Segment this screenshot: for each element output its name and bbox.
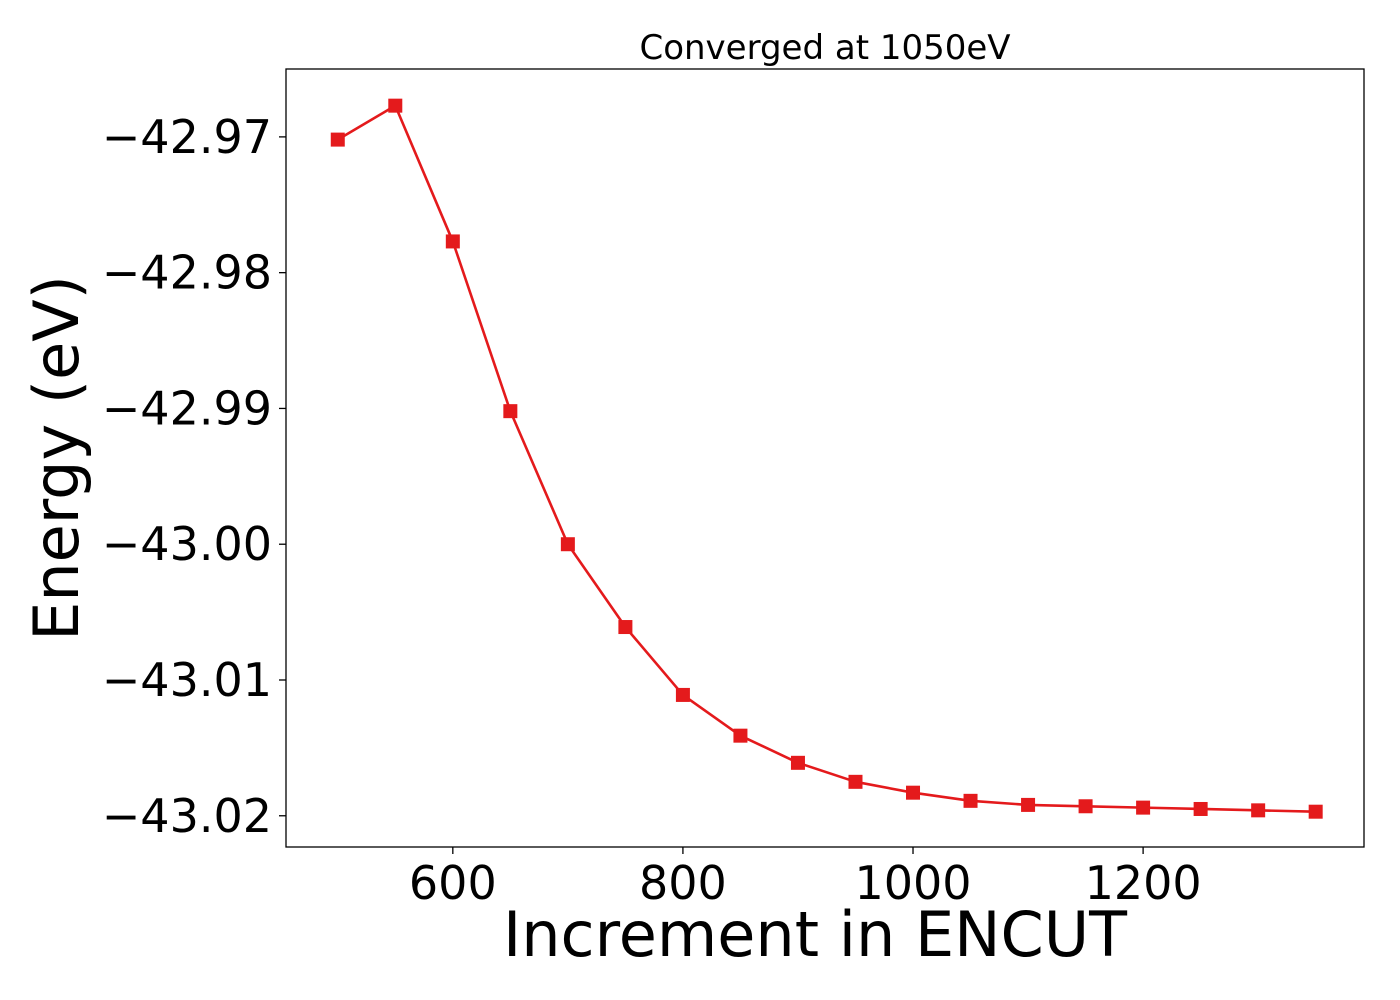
data-point-marker [1193,801,1208,816]
y-axis-label: Energy (eV) [20,275,93,641]
y-tick-label: −42.97 [102,110,272,164]
data-point-marker [330,132,345,147]
x-tick-label: 800 [639,856,727,910]
y-tick-label: −42.99 [102,381,272,435]
chart-title: Converged at 1050eV [639,28,1010,68]
data-point-marker [1021,797,1036,812]
y-tick-label: −43.02 [102,789,272,843]
data-point-marker [1078,799,1093,814]
data-point-marker [618,620,633,635]
data-point-marker [848,774,863,789]
plot-area: 600 800 1000 1200 −42.97 −42.98 −42.99 −43.00 −4… [102,68,1365,910]
data-point-marker [560,537,575,552]
x-axis-label: Increment in ENCUT [503,898,1128,971]
x-tick-label: 1200 [1085,856,1202,910]
data-point-marker [388,98,403,113]
data-point-marker [733,728,748,743]
data-point-marker [906,785,921,800]
y-tick-label: −43.00 [102,517,272,571]
data-point-marker [445,234,460,249]
data-point-marker [675,687,690,702]
series-line [337,104,1316,813]
x-tick-label: 600 [409,856,497,910]
data-point-marker [1136,800,1151,815]
data-point-marker [1308,804,1323,819]
plot-frame [285,68,1365,848]
x-tick-label: 1000 [854,856,971,910]
y-tick-label: −42.98 [102,246,272,300]
data-point-marker [503,404,518,419]
data-point-marker [963,793,978,808]
data-point-marker [1251,803,1266,818]
y-tick-label: −43.01 [102,653,272,707]
data-point-marker [790,755,805,770]
